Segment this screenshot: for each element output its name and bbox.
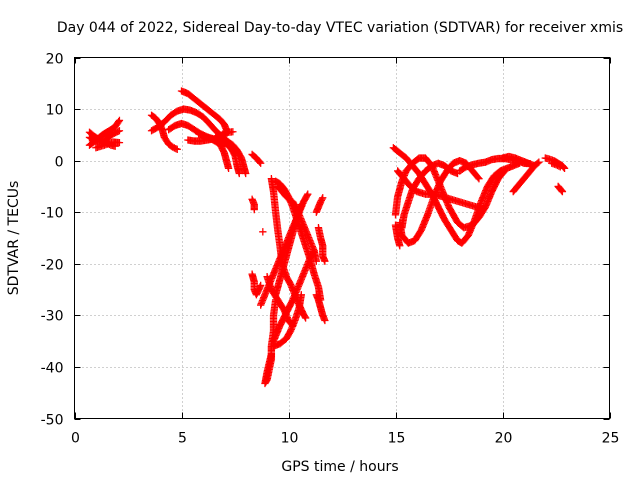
y-axis-label: SDTVAR / TECUs [6, 181, 22, 296]
data-point [257, 159, 265, 167]
chart-title: Day 044 of 2022, Sidereal Day-to-day VTE… [57, 20, 623, 36]
data-point [500, 167, 509, 175]
data-point [250, 205, 258, 214]
data-point [301, 313, 309, 321]
data-point [114, 118, 123, 126]
data-point [475, 175, 483, 183]
x-tick-label: 10 [281, 431, 299, 447]
data-point [558, 187, 567, 196]
x-tick-label: 0 [71, 431, 80, 447]
data-point [297, 200, 305, 209]
x-tick-labels: 0 5 10 15 20 25 [71, 431, 619, 447]
data-point [297, 291, 305, 299]
data-point [242, 169, 250, 178]
data-point [310, 247, 318, 255]
data-point [309, 248, 318, 256]
data-point [286, 328, 294, 336]
data-point [500, 168, 508, 176]
data-point [173, 145, 181, 153]
data-point [256, 158, 264, 166]
x-tick-label: 25 [602, 431, 620, 447]
y-tick-label: 0 [55, 155, 64, 171]
y-tick-label: 10 [46, 103, 64, 119]
y-tick-label: 20 [46, 52, 64, 68]
y-tick-label: -40 [41, 361, 64, 377]
data-point [184, 136, 192, 144]
data-point [267, 350, 276, 358]
data-point [257, 281, 265, 290]
data-point [321, 316, 329, 325]
data-point [474, 173, 482, 182]
data-point [224, 164, 233, 173]
data-point [304, 190, 312, 198]
data-point [303, 191, 311, 200]
grid-lines [74, 57, 610, 419]
data-point [286, 279, 294, 287]
data-point [556, 163, 564, 171]
data-point [479, 205, 487, 214]
y-tick-label: -50 [41, 413, 64, 429]
data-point [560, 163, 568, 172]
data-point [235, 169, 243, 178]
y-tick-label: -30 [41, 309, 64, 325]
data-point [534, 159, 542, 167]
y-tick-label: -10 [41, 206, 64, 222]
data-point [301, 314, 310, 322]
axis-ticks [74, 57, 611, 420]
data-point [396, 242, 404, 250]
x-axis-label: GPS time / hours [281, 459, 398, 475]
y-tick-labels: 20 10 0 -10 -20 -30 -40 -50 [41, 52, 64, 429]
x-tick-label: 15 [388, 431, 406, 447]
y-tick-label: -20 [41, 258, 64, 274]
data-point [312, 257, 320, 265]
data-point [558, 187, 566, 195]
data-point [321, 257, 329, 265]
x-tick-label: 5 [178, 431, 187, 447]
data-point [560, 164, 569, 173]
plot-frame [74, 57, 610, 419]
data-point [230, 150, 238, 158]
data-point [259, 228, 267, 236]
data-point [115, 127, 124, 135]
data-point [115, 138, 124, 147]
data-point [229, 128, 237, 136]
x-tick-label: 20 [495, 431, 513, 447]
data-point [535, 158, 543, 166]
data-point [319, 194, 327, 202]
data-points [85, 87, 569, 388]
data-point [115, 116, 124, 125]
